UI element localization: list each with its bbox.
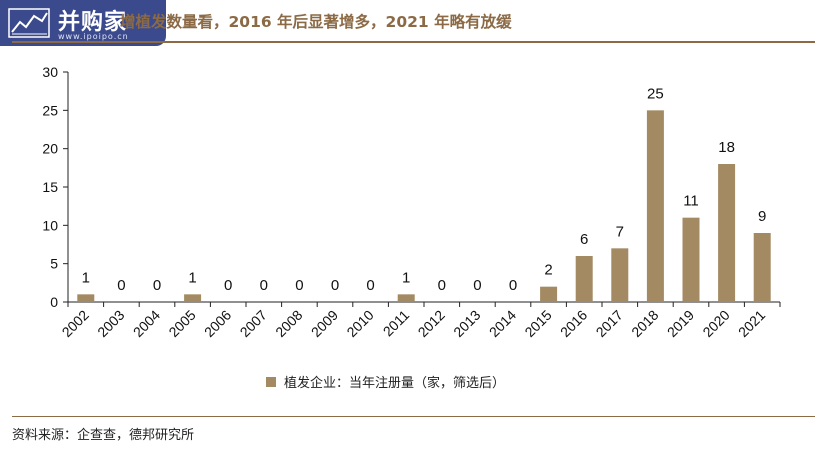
x-tick-label: 2009 [308, 307, 341, 340]
x-tick-label: 2017 [593, 307, 626, 340]
x-tick-label: 2003 [94, 307, 127, 340]
bar [611, 248, 629, 302]
data-label: 0 [224, 277, 232, 294]
bar [646, 110, 664, 302]
data-label: 9 [758, 208, 766, 225]
data-label: 0 [473, 277, 481, 294]
data-labels: 1 0 0 1 0 0 0 0 0 1 0 0 0 2 6 7 25 11 18 9 [82, 85, 767, 294]
logo-url: www.ipoipo.cn [58, 32, 129, 41]
x-tick-label: 2015 [521, 307, 554, 340]
data-label: 1 [402, 269, 410, 286]
bar [575, 256, 593, 302]
x-tick-label: 2006 [201, 307, 234, 340]
data-label: 1 [188, 269, 196, 286]
bar [718, 164, 736, 302]
x-tick-label: 2019 [664, 307, 697, 340]
data-label: 25 [647, 85, 664, 102]
x-tick-label: 2013 [450, 307, 483, 340]
x-tick-label: 2014 [486, 307, 519, 340]
legend: 植发企业：当年注册量（家，筛选后） [266, 372, 505, 391]
data-label: 0 [366, 277, 374, 294]
y-tick-label: 0 [50, 294, 58, 310]
title-divider [12, 41, 815, 43]
data-label: 0 [509, 277, 517, 294]
legend-swatch [266, 376, 276, 387]
y-tick-label: 5 [50, 256, 58, 272]
bar [540, 286, 558, 302]
chart-title: 增植发数量看，2016 年后显著增多，2021 年略有放缓 [120, 13, 512, 31]
logo: 并购家 www.ipoipo.cn [0, 0, 166, 46]
y-tick-label: 30 [42, 64, 58, 80]
data-label: 2 [544, 262, 552, 279]
data-label: 0 [331, 277, 339, 294]
x-tick-label: 2008 [272, 307, 305, 340]
legend-label: 植发企业：当年注册量（家，筛选后） [284, 376, 506, 391]
y-tick-label: 20 [42, 141, 58, 157]
data-label: 11 [683, 193, 699, 210]
x-tick-label: 2021 [735, 307, 768, 340]
x-tick-label: 2018 [628, 307, 661, 340]
data-label: 0 [117, 277, 125, 294]
chart-logo-icon [8, 8, 50, 38]
data-label: 0 [260, 277, 268, 294]
x-tick-label: 2011 [380, 307, 413, 340]
y-axis: 0 5 10 15 20 25 30 [42, 64, 69, 310]
source-divider [12, 416, 815, 417]
x-axis: 2002 2003 2004 2005 2006 2007 2008 2009 2010 2011… [59, 301, 781, 340]
data-label: 18 [718, 139, 735, 156]
x-tick-label: 2004 [130, 307, 163, 340]
data-label: 1 [82, 269, 90, 286]
bar [397, 294, 415, 302]
x-tick-label: 2010 [343, 307, 376, 340]
bar [184, 294, 202, 302]
y-tick-label: 10 [42, 217, 58, 233]
logo-text: 并购家 [58, 10, 128, 35]
chart-header: 并购家 www.ipoipo.cn 增植发数量看，2016 年后显著增多，202… [0, 0, 833, 46]
bars [77, 110, 771, 302]
y-tick-label: 15 [42, 179, 58, 195]
data-label: 7 [616, 223, 624, 240]
y-tick-label: 25 [42, 102, 58, 118]
data-label: 0 [295, 277, 303, 294]
x-tick-label: 2005 [165, 307, 198, 340]
source-note: 资料来源：企查查，德邦研究所 [12, 428, 195, 443]
data-label: 0 [153, 277, 161, 294]
bar [753, 233, 771, 302]
bar [77, 294, 95, 302]
data-label: 0 [438, 277, 446, 294]
data-label: 6 [580, 231, 588, 248]
x-tick-label: 2007 [237, 307, 270, 340]
bar [682, 217, 700, 302]
x-tick-label: 2020 [699, 307, 732, 340]
x-tick-label: 2012 [415, 307, 448, 340]
x-tick-label: 2016 [557, 307, 590, 340]
x-tick-label: 2002 [59, 307, 92, 340]
